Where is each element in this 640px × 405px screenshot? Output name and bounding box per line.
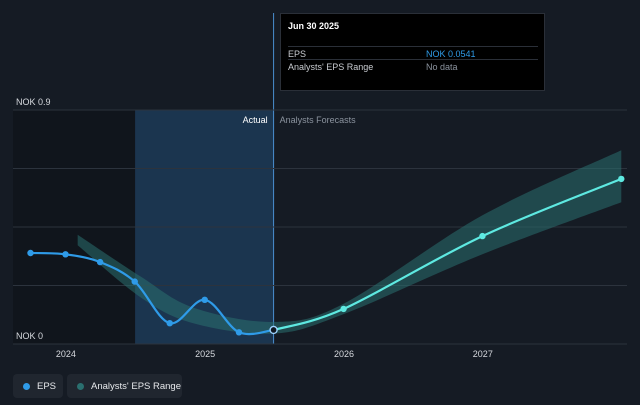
series-line-forecast — [273, 177, 622, 332]
x-tick-label: 2025 — [195, 349, 215, 359]
tooltip-range-label: Analysts' EPS Range — [288, 62, 374, 72]
legend-eps-label: EPS — [37, 380, 57, 392]
eps-point — [96, 258, 104, 266]
y-tick-label: NOK 0.9 — [16, 97, 51, 107]
eps-point — [201, 296, 208, 303]
legend-item-range[interactable]: Analysts' EPS Range — [67, 374, 182, 398]
eps-range-band — [77, 150, 622, 334]
tooltip-range-value: No data — [426, 62, 458, 72]
eps-point — [62, 251, 69, 258]
tooltip-row-range: Analysts' EPS Range No data — [288, 59, 538, 74]
range-legend-icon — [77, 382, 84, 390]
forecast-point — [340, 305, 347, 313]
tooltip-eps-value: NOK 0.0541 — [426, 49, 476, 59]
y-tick-label: NOK 0 — [16, 331, 43, 341]
x-tick-label: 2024 — [56, 349, 76, 359]
forecast-label: Analysts Forecasts — [280, 115, 357, 125]
legend-range-label: Analysts' EPS Range — [91, 380, 181, 392]
tooltip-date: Jun 30 2025 — [288, 21, 340, 31]
eps-point — [131, 278, 138, 285]
range-dot-icon — [77, 382, 84, 390]
x-tick-label: 2027 — [473, 349, 493, 359]
eps-dot-icon — [23, 382, 30, 390]
tooltip-row-eps: EPS NOK 0.0541 — [288, 46, 538, 61]
data-tooltip: Jun 30 2025 EPS NOK 0.0541 Analysts' EPS… — [280, 13, 545, 91]
eps-point — [27, 249, 34, 257]
eps-point — [166, 320, 173, 327]
legend-item-eps[interactable]: EPS — [13, 374, 63, 398]
forecast-point — [479, 232, 486, 240]
actual-label: Actual — [243, 115, 268, 125]
eps-point — [269, 325, 278, 335]
x-tick-label: 2026 — [334, 349, 354, 359]
eps-legend-icon — [23, 382, 30, 390]
tooltip-eps-label: EPS — [288, 49, 307, 59]
eps-point — [235, 329, 243, 336]
forecast-point — [618, 175, 625, 183]
